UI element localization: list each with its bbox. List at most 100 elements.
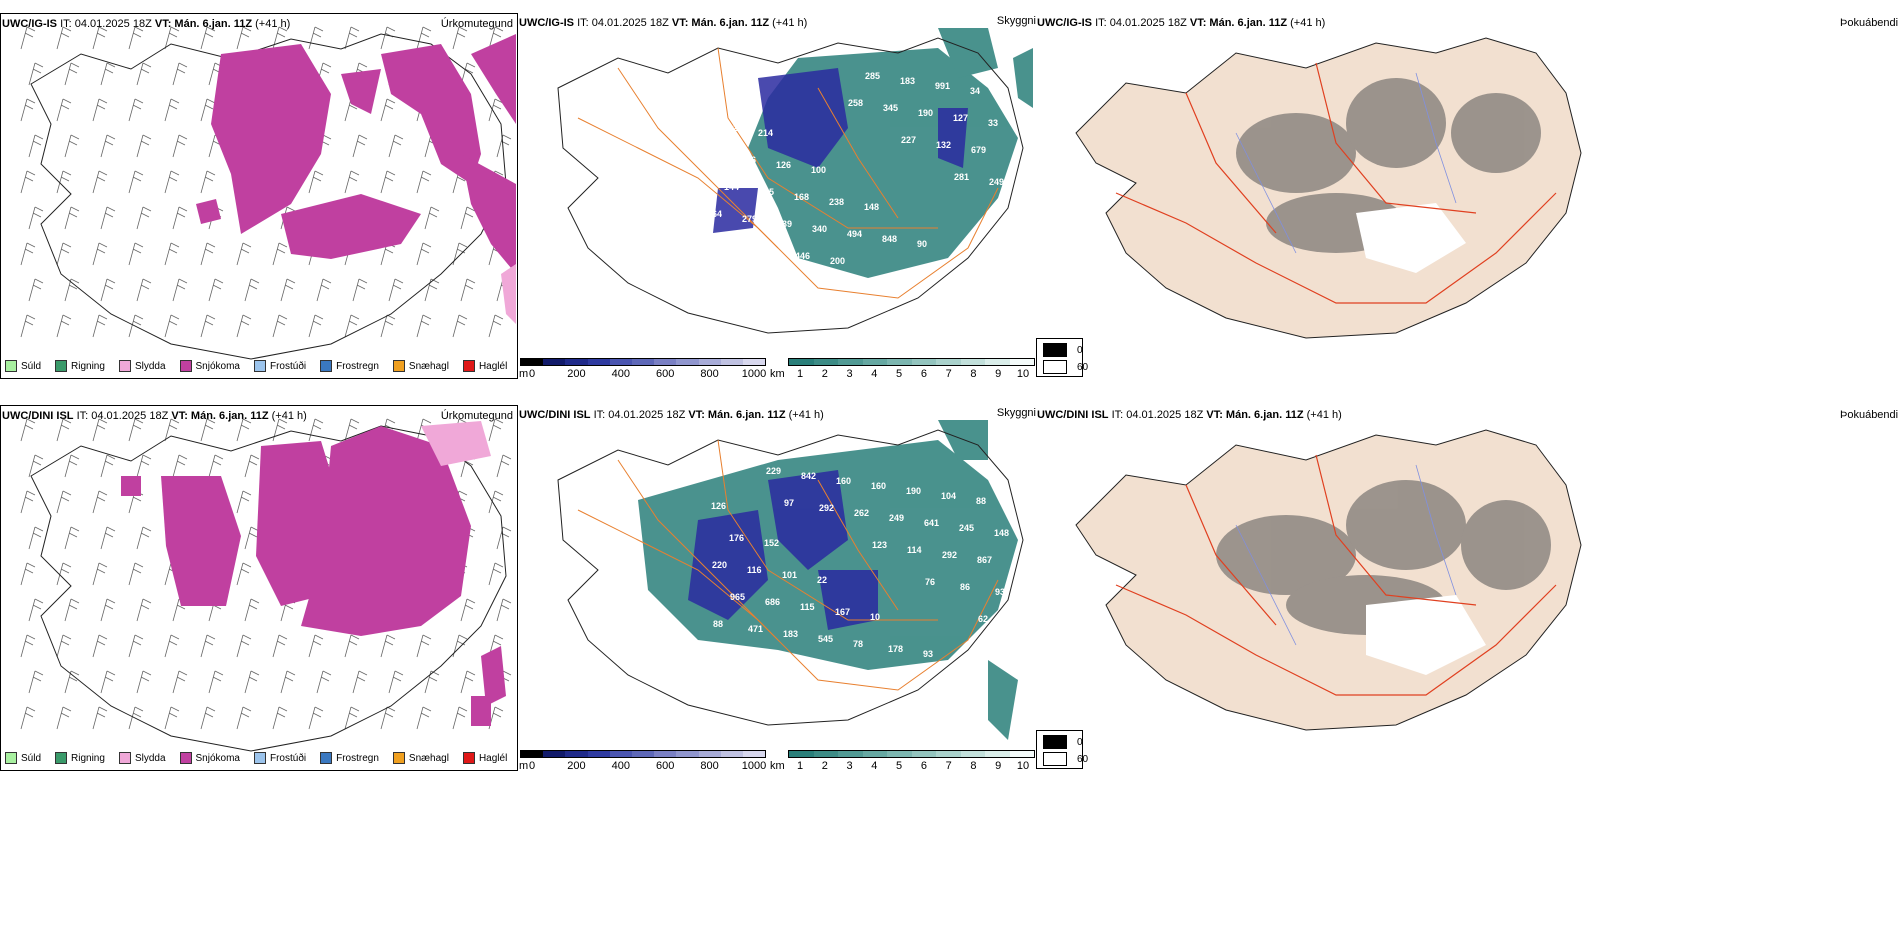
legend-swatch <box>462 752 475 764</box>
legend-label: Haglél <box>478 752 508 764</box>
height-tick-label: 600 <box>656 368 675 379</box>
legend-item: Rigning <box>55 752 105 764</box>
height-tick-label: 400 <box>611 760 630 771</box>
visibility-label: 292 <box>942 550 957 560</box>
wind-barb <box>20 98 36 122</box>
wind-barb <box>272 26 288 50</box>
visibility-label: 281 <box>954 172 969 182</box>
legend-item: Rigning <box>55 360 105 372</box>
height-unit: m <box>519 760 529 771</box>
precip-type-panel-top: UWC/IG-IS IT: 04.01.2025 18Z VT: Mán. 6.… <box>0 13 518 379</box>
visibility-label: 85 <box>706 150 716 160</box>
height-tick-label: 800 <box>700 760 719 771</box>
visibility-label: 90 <box>917 239 927 249</box>
visibility-color-cell <box>862 359 887 365</box>
panel-header: UWC/IG-IS IT: 04.01.2025 18Z VT: Mán. 6.… <box>2 18 291 30</box>
visibility-label: 238 <box>829 197 844 207</box>
legend-label: Frostúði <box>269 752 307 764</box>
wind-barb <box>92 706 108 730</box>
glacier-white <box>1366 595 1486 675</box>
wind-barb <box>208 454 224 478</box>
visibility-color-cell <box>985 751 1010 757</box>
visibility-label: 148 <box>864 202 879 212</box>
visibility-tick-label: 4 <box>871 760 878 771</box>
fog-swatch-60 <box>1043 360 1067 374</box>
visibility-label: 264 <box>707 209 722 219</box>
visibility-tick-label: 8 <box>970 760 977 771</box>
wind-barb <box>352 278 368 302</box>
visibility-tick-label: 10 <box>1016 368 1030 379</box>
visibility-map: 126 152 22 10 93 88 176 101 167 178 104 148 116 115 78… <box>557 420 1024 740</box>
precip-type-panel-bottom: UWC/DINI ISL IT: 04.01.2025 18Z VT: Mán.… <box>0 405 518 771</box>
wind-barb <box>172 454 188 478</box>
wind-barb <box>496 134 512 158</box>
road-network <box>577 47 999 299</box>
iceland-coastline <box>557 429 1024 726</box>
visibility-labels: 126 152 22 10 93 88 176 101 167 178 104 148 116 115 78… <box>711 466 1010 661</box>
legend-item: Snjókoma <box>179 752 240 764</box>
visibility-tick-label: 1 <box>796 368 804 379</box>
visibility-label: 114 <box>907 545 922 555</box>
height-tick-label: 200 <box>567 760 586 771</box>
visibility-label: 176 <box>729 533 744 543</box>
wind-barb <box>92 314 108 338</box>
visibility-color-cell <box>985 359 1010 365</box>
wind-barb <box>272 314 288 338</box>
panel-title: Þokuábendi <box>1840 409 1899 421</box>
fog-shading <box>1236 78 1541 253</box>
wind-barb <box>308 418 324 442</box>
visibility-color-cell <box>1009 751 1034 757</box>
legend-item: Slydda <box>118 360 166 372</box>
visibility-label: 127 <box>953 113 968 123</box>
visibility-color-strip <box>788 750 1035 758</box>
wind-barb <box>56 418 72 442</box>
legend-swatch <box>392 752 405 764</box>
wind-barb <box>92 634 108 658</box>
visibility-label: 126 <box>711 501 726 511</box>
panel-title: Skyggni <box>996 407 1036 419</box>
wind-barb <box>244 454 260 478</box>
height-color-cell <box>565 359 588 365</box>
wind-barb <box>164 706 180 730</box>
legend-label: Snæhagl <box>408 752 449 764</box>
visibility-label: 148 <box>994 528 1009 538</box>
wind-barb <box>92 170 108 194</box>
height-color-cell <box>742 751 766 757</box>
wind-barb <box>100 278 116 302</box>
wind-barb <box>308 170 324 194</box>
legend-label: Frostregn <box>336 752 379 764</box>
visibility-label: 144 <box>724 182 739 192</box>
visibility-color-cell <box>960 751 985 757</box>
wind-barb <box>488 26 504 50</box>
fog-swatch-60 <box>1043 752 1067 766</box>
wind-barb <box>244 670 260 694</box>
height-color-strip <box>520 750 766 758</box>
legend-label: Slydda <box>134 360 166 372</box>
wind-barb <box>236 314 252 338</box>
visibility-label: 34 <box>970 86 980 96</box>
legend-label: Snjókoma <box>195 360 240 372</box>
visibility-label: 345 <box>883 103 898 113</box>
wind-barb <box>100 526 116 550</box>
height-color-cell <box>676 751 699 757</box>
wind-barb <box>136 526 152 550</box>
wind-barb <box>452 634 468 658</box>
wind-barb <box>416 314 432 338</box>
wind-barb <box>200 170 216 194</box>
legend-swatch <box>55 752 68 764</box>
visibility-tick-label: 10 <box>1016 760 1030 771</box>
fog-legend-row: 60 <box>1043 360 1088 374</box>
visibility-label: 104 <box>941 491 956 501</box>
legend-swatch <box>320 752 333 764</box>
legend-swatch <box>320 360 333 372</box>
wind-barb <box>208 278 224 302</box>
wind-barb <box>56 242 72 266</box>
visibility-label: 33 <box>988 118 998 128</box>
visibility-label: 88 <box>713 619 723 629</box>
wind-barb <box>236 706 252 730</box>
wind-barb <box>344 706 360 730</box>
legend-swatch <box>179 752 192 764</box>
wind-barb <box>488 562 504 586</box>
height-colorbar: m 0 200 400 600 800 1000 <box>518 356 768 379</box>
visibility-label: 292 <box>819 503 834 513</box>
